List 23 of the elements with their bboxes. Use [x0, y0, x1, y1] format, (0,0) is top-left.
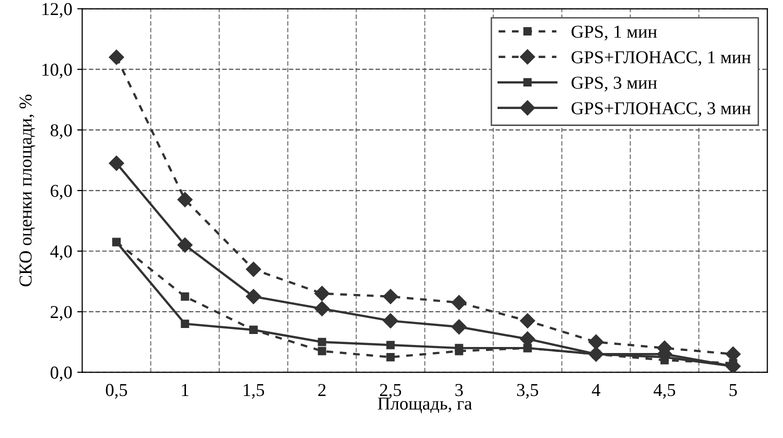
y-tick-label: 2,0: [50, 306, 72, 321]
legend-label: GPS+ГЛОНАСС, 1 мин: [572, 51, 751, 66]
legend-label: GPS, 1 мин: [572, 26, 657, 40]
y-tick-label: 12,0: [42, 3, 72, 18]
y-tick-label: 4,0: [50, 245, 72, 260]
x-tick-label: 4: [592, 384, 600, 396]
x-tick-label: 1,5: [244, 384, 264, 399]
y-tick-label: 8,0: [50, 124, 72, 139]
x-tick-label: 3,5: [517, 384, 538, 399]
x-tick-label: 5: [730, 384, 737, 396]
y-axis-title: СКО оценки площади, %: [19, 94, 36, 286]
legend-label: GPS+ГЛОНАСС, 3 мин: [572, 102, 751, 117]
y-tick-label: 10,0: [42, 64, 72, 78]
x-tick-label: 3: [455, 384, 463, 396]
legend-label: GPS, 3 мин: [572, 76, 657, 92]
x-tick-label: 2: [318, 384, 326, 396]
y-tick-label: 0,0: [50, 366, 72, 382]
x-tick-label: 2,5: [380, 384, 402, 399]
x-axis-title: Площадь, га: [378, 398, 472, 414]
x-tick-label: 0,5: [106, 384, 128, 399]
x-tick-label: 1: [182, 384, 188, 396]
y-tick-label: 6,0: [50, 184, 72, 200]
x-tick-label: 4,5: [654, 384, 676, 399]
